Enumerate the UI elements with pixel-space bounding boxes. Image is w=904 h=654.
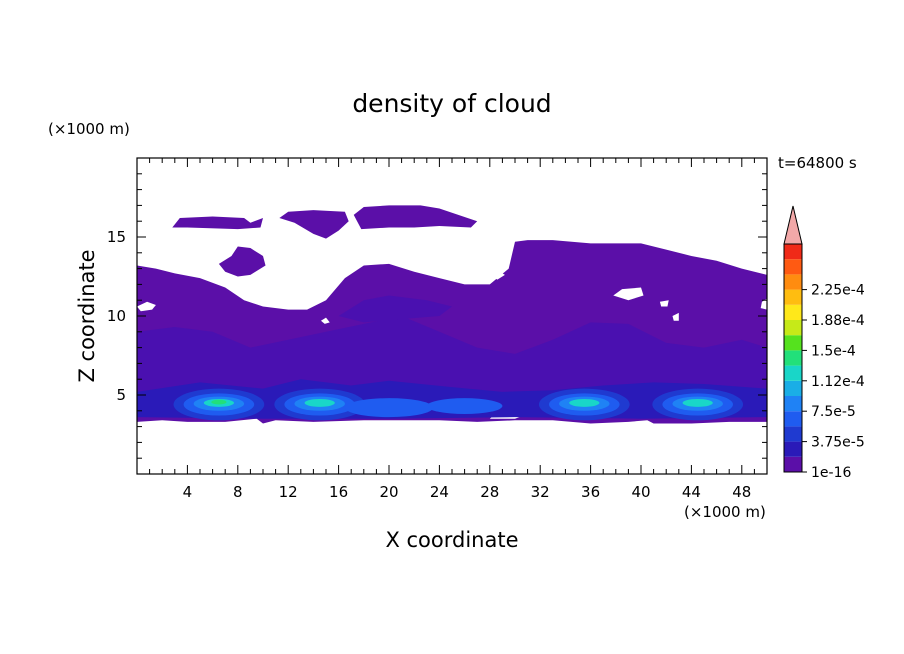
- x-tick-label: 48: [732, 483, 751, 501]
- clear-gap: [137, 301, 156, 312]
- colorbar: 1e-16 3.75e-5 7.5e-5 1.12e-4 1.5e-4 1.88e-4 2.…: [783, 205, 865, 481]
- colorbar-swatch: [784, 350, 802, 366]
- colorbar-label: 1.5e-4: [811, 343, 856, 359]
- colorbar-swatch: [784, 365, 802, 381]
- clear-gap: [760, 298, 767, 310]
- y-tick-label: 15: [107, 228, 126, 246]
- colorbar-label: 3.75e-5: [811, 435, 865, 451]
- colorbar-swatch: [784, 380, 802, 396]
- colorbar-swatch: [784, 320, 802, 336]
- density-core: [304, 398, 335, 407]
- x-axis-label: X coordinate: [385, 528, 518, 552]
- y-tick-label: 10: [107, 307, 126, 325]
- colorbar-swatch: [784, 259, 802, 275]
- colorbar-swatch: [784, 244, 802, 260]
- y-axis: 5 10 15: [107, 173, 767, 459]
- clear-gap: [320, 317, 330, 324]
- density-core: [682, 398, 713, 407]
- x-axis: 4 8 12 16 20 24 28 32 36 40 44 48: [149, 158, 755, 501]
- colorbar-label: 1e-16: [811, 465, 851, 481]
- colorbar-frame: [783, 243, 803, 473]
- colorbar-swatch: [784, 426, 802, 442]
- x-tick-label: 8: [233, 483, 243, 501]
- colorbar-swatch: [784, 304, 802, 320]
- x-tick-label: 20: [379, 483, 398, 501]
- y-axis-label: Z coordinate: [75, 249, 99, 382]
- colorbar-label: 1.12e-4: [811, 374, 865, 390]
- clear-gap: [672, 312, 679, 321]
- x-tick-label: 12: [279, 483, 298, 501]
- cloud-density-field: [137, 205, 767, 424]
- x-tick-label: 24: [430, 483, 449, 501]
- density-core: [426, 398, 503, 414]
- x-tick-label: 4: [183, 483, 193, 501]
- x-tick-label: 16: [329, 483, 348, 501]
- clear-gap: [275, 278, 314, 290]
- density-core: [569, 398, 600, 407]
- density-core: [344, 398, 434, 418]
- x-unit-label: (×1000 m): [684, 503, 766, 521]
- cloud-mid-layer: [137, 316, 767, 395]
- chart-title: density of cloud: [352, 89, 551, 118]
- density-core: [211, 399, 227, 405]
- clear-gap: [489, 270, 505, 280]
- colorbar-label: 2.25e-4: [811, 283, 865, 299]
- y-tick-label: 5: [116, 386, 126, 404]
- cloud-patch: [218, 246, 266, 277]
- clear-gap: [659, 300, 669, 307]
- colorbar-swatch: [784, 289, 802, 305]
- cloud-patch: [353, 205, 478, 230]
- cloud-patch: [172, 216, 263, 230]
- time-label: t=64800 s: [778, 154, 857, 172]
- colorbar-swatch: [784, 274, 802, 290]
- colorbar-label: 7.5e-5: [811, 404, 856, 420]
- colorbar-swatch: [784, 456, 802, 472]
- clear-gap: [613, 287, 644, 301]
- x-tick-label: 44: [682, 483, 701, 501]
- x-tick-label: 36: [581, 483, 600, 501]
- x-tick-label: 40: [631, 483, 650, 501]
- cloud-patch: [279, 210, 349, 239]
- y-unit-label: (×1000 m): [48, 120, 130, 138]
- x-tick-label: 32: [531, 483, 550, 501]
- colorbar-label: 1.88e-4: [811, 313, 865, 329]
- colorbar-overflow-arrow: [783, 205, 803, 245]
- colorbar-swatch: [784, 335, 802, 351]
- x-tick-label: 28: [480, 483, 499, 501]
- colorbar-swatch: [784, 396, 802, 412]
- colorbar-swatch: [784, 441, 802, 457]
- cloud-mid-patch: [338, 295, 452, 323]
- colorbar-swatch: [784, 411, 802, 427]
